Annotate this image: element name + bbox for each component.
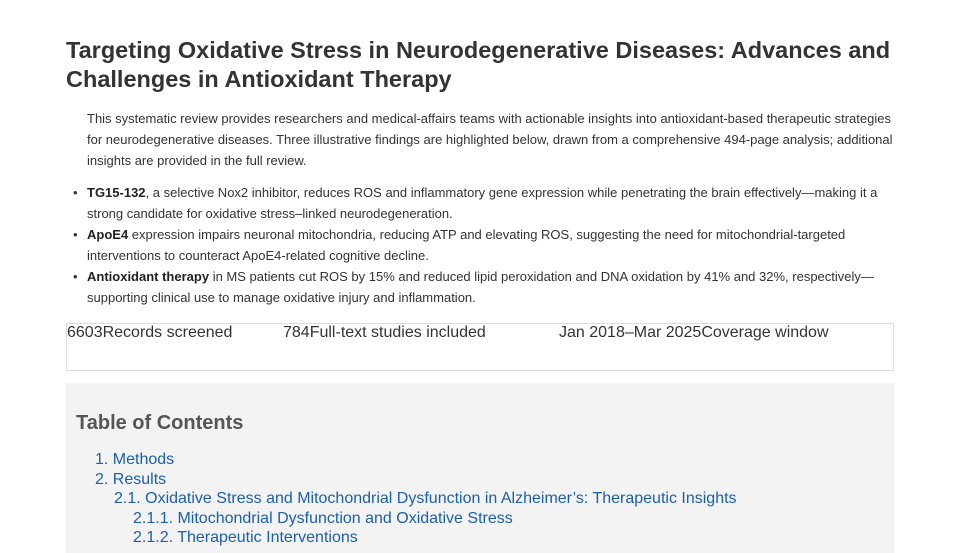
finding-text: in MS patients cut ROS by 15% and reduce… — [87, 269, 874, 305]
stats-box: 6603Records screened 784Full-text studies… — [66, 323, 894, 371]
toc-item: 1. Methods — [66, 450, 737, 470]
findings-list: TG15-132, a selective Nox2 inhibitor, re… — [66, 182, 894, 308]
toc-link[interactable]: 2. Results — [95, 470, 167, 488]
stat: 6603Records screened — [67, 324, 283, 370]
toc-link[interactable]: 1. Methods — [95, 451, 175, 468]
stat: Jan 2018–Mar 2025Coverage window — [559, 324, 893, 370]
finding-text: , a selective Nox2 inhibitor, reduces RO… — [87, 185, 878, 221]
stat-value: Jan 2018–Mar 2025 — [559, 324, 702, 341]
finding-text: expression impairs neuronal mitochondria… — [87, 227, 846, 263]
finding-keyword: Antioxidant therapy — [87, 269, 210, 284]
intro: This systematic review provides research… — [87, 111, 893, 168]
toc-item: 2.1.1. Mitochondrial Dysfunction and Oxi… — [66, 509, 737, 529]
finding: Antioxidant therapy in MS patients cut R… — [66, 266, 887, 308]
toc-link[interactable]: 2.1. Oxidative Stress and Mitochondrial … — [114, 490, 737, 507]
finding: TG15-132, a selective Nox2 inhibitor, re… — [66, 182, 887, 224]
toc-link[interactable]: 2.1.2. Therapeutic Interventions — [133, 529, 358, 546]
toc-link[interactable]: 2.1.1. Mitochondrial Dysfunction and Oxi… — [133, 509, 513, 527]
page: Targeting Oxidative Stress in Neurodegen… — [0, 0, 959, 537]
stat-label: Coverage window — [701, 324, 829, 341]
stat-label: Records screened — [102, 324, 233, 341]
stat-value: 6603 — [67, 324, 103, 341]
finding: ApoE4 expression impairs neuronal mitoch… — [66, 224, 887, 266]
toc-box: Table of Contents 1. Methods 2. Results 2.… — [66, 383, 894, 553]
toc-item: 2.1. Oxidative Stress and Mitochondrial … — [66, 489, 737, 509]
toc-title: Table of Contents — [76, 412, 244, 434]
stat-label: Full-text studies included — [309, 324, 486, 341]
finding-keyword: TG15-132 — [87, 185, 146, 200]
finding-keyword: ApoE4 — [87, 227, 129, 242]
toc-item: 2. Results — [66, 470, 737, 490]
toc-item: 2.1.2. Therapeutic Interventions — [66, 528, 737, 548]
toc-list: 1. Methods 2. Results 2.1. Oxidative Stres… — [66, 450, 737, 548]
stat: 784Full-text studies included — [283, 324, 559, 370]
stat-value: 784 — [283, 324, 310, 341]
title: Targeting Oxidative Stress in Neurodegen… — [66, 37, 891, 92]
